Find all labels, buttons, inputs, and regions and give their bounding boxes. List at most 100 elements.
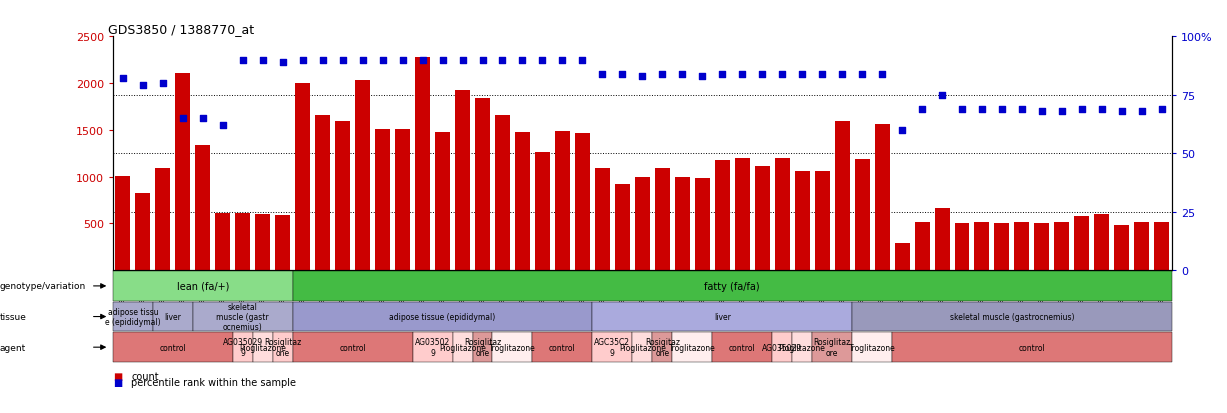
Point: [472, 57, 492, 64]
Point: [832, 71, 852, 78]
Text: genotype/variation: genotype/variation: [0, 282, 86, 291]
Bar: [455, 90, 470, 271]
Point: [633, 74, 653, 80]
Bar: [715, 160, 730, 271]
Bar: [1054, 223, 1070, 271]
Point: [1152, 106, 1172, 113]
Point: [133, 83, 152, 90]
Bar: [974, 222, 989, 271]
Text: tissue: tissue: [0, 312, 27, 321]
Bar: [1094, 214, 1109, 271]
Bar: [914, 223, 930, 271]
Point: [912, 106, 931, 113]
Point: [552, 57, 572, 64]
Bar: [855, 159, 870, 271]
Text: adipose tissue (epididymal): adipose tissue (epididymal): [389, 312, 496, 321]
Point: [933, 92, 952, 99]
Text: AG035029: AG035029: [762, 343, 802, 352]
Point: [972, 106, 991, 113]
Bar: [575, 133, 590, 271]
Bar: [1114, 226, 1129, 271]
Point: [793, 71, 812, 78]
Point: [433, 57, 453, 64]
Bar: [515, 133, 530, 271]
Point: [193, 116, 212, 122]
Text: Rosigitaz
one: Rosigitaz one: [645, 338, 680, 357]
Point: [952, 106, 972, 113]
Text: Pioglitazone: Pioglitazone: [618, 343, 666, 352]
Bar: [815, 171, 829, 271]
Bar: [156, 169, 171, 271]
Point: [1092, 106, 1112, 113]
Bar: [195, 145, 210, 271]
Text: liver: liver: [164, 312, 182, 321]
Point: [653, 71, 672, 78]
Bar: [935, 209, 950, 271]
Point: [1133, 109, 1152, 115]
Bar: [795, 172, 810, 271]
Bar: [355, 81, 371, 271]
Text: ■: ■: [113, 371, 123, 381]
Point: [233, 57, 253, 64]
Point: [493, 57, 513, 64]
Point: [1032, 109, 1052, 115]
Bar: [335, 122, 350, 271]
Point: [713, 71, 733, 78]
Text: Pioglitazone: Pioglitazone: [779, 343, 826, 352]
Point: [333, 57, 352, 64]
Point: [612, 71, 632, 78]
Bar: [375, 130, 390, 271]
Text: Pioglitazone: Pioglitazone: [439, 343, 486, 352]
Bar: [175, 74, 190, 271]
Bar: [655, 169, 670, 271]
Point: [153, 81, 173, 87]
Text: lean (fa/+): lean (fa/+): [177, 281, 229, 291]
Text: Troglitazone: Troglitazone: [490, 343, 536, 352]
Bar: [875, 125, 890, 271]
Text: Troglitazone: Troglitazone: [849, 343, 896, 352]
Text: Rosiglitaz
one: Rosiglitaz one: [464, 338, 501, 357]
Point: [173, 116, 193, 122]
Point: [1052, 109, 1071, 115]
Bar: [1015, 223, 1029, 271]
Point: [692, 74, 712, 80]
Point: [272, 59, 292, 66]
Point: [1012, 106, 1032, 113]
Bar: [135, 194, 151, 271]
Bar: [255, 214, 270, 271]
Point: [853, 71, 872, 78]
Text: skeletal
muscle (gastr
ocnemius): skeletal muscle (gastr ocnemius): [216, 302, 269, 332]
Bar: [615, 185, 629, 271]
Point: [573, 57, 593, 64]
Point: [1072, 106, 1092, 113]
Text: Rosiglitaz
one: Rosiglitaz one: [264, 338, 302, 357]
Bar: [735, 159, 750, 271]
Point: [293, 57, 313, 64]
Bar: [694, 179, 709, 271]
Bar: [1034, 223, 1049, 271]
Bar: [994, 224, 1010, 271]
Point: [993, 106, 1012, 113]
Point: [313, 57, 333, 64]
Point: [533, 57, 552, 64]
Text: count: count: [131, 371, 160, 381]
Text: control: control: [729, 343, 756, 352]
Bar: [275, 216, 291, 271]
Bar: [755, 166, 769, 271]
Point: [892, 127, 912, 134]
Bar: [1075, 216, 1090, 271]
Bar: [475, 99, 490, 271]
Bar: [1134, 222, 1150, 271]
Bar: [494, 116, 510, 271]
Point: [672, 71, 692, 78]
Text: Rosiglitaz
ore: Rosiglitaz ore: [814, 338, 850, 357]
Point: [752, 71, 772, 78]
Text: percentile rank within the sample: percentile rank within the sample: [131, 377, 296, 387]
Text: GDS3850 / 1388770_at: GDS3850 / 1388770_at: [108, 23, 254, 36]
Text: liver: liver: [714, 312, 731, 321]
Bar: [834, 122, 849, 271]
Bar: [894, 243, 909, 271]
Bar: [315, 116, 330, 271]
Text: control: control: [548, 343, 575, 352]
Point: [353, 57, 373, 64]
